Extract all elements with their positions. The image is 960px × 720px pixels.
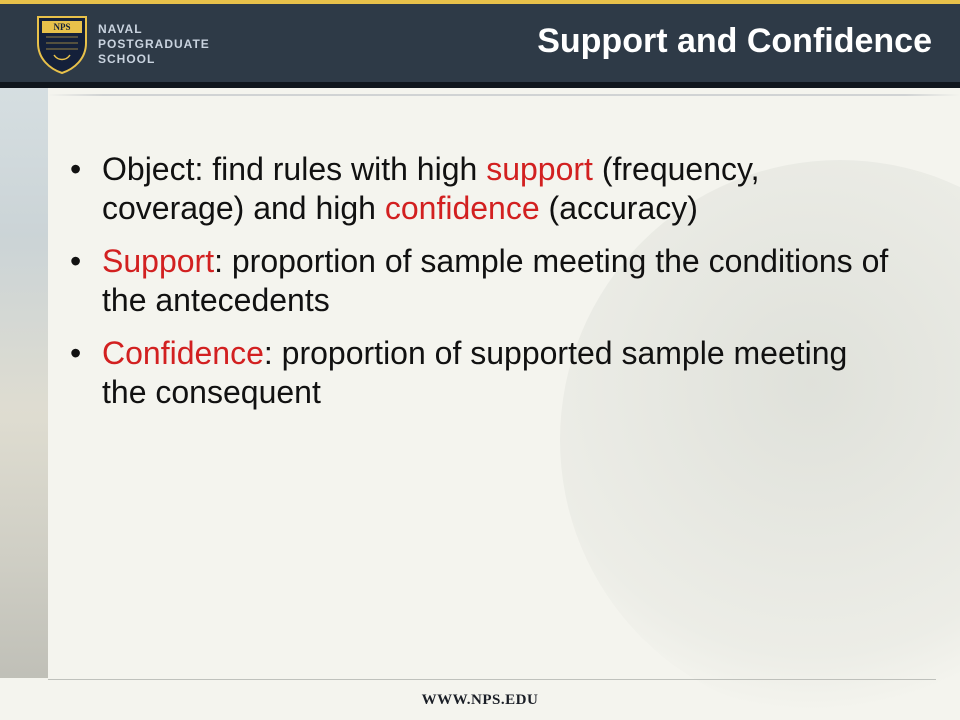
bullet-3: Confidence: proportion of supported samp…: [70, 334, 900, 412]
slide: NPS NAVAL POSTGRADUATE SCHOOL Support an…: [0, 0, 960, 720]
bullet-2: Support: proportion of sample meeting th…: [70, 242, 900, 320]
bullet-list: Object: find rules with high support (fr…: [70, 150, 900, 412]
header: NPS NAVAL POSTGRADUATE SCHOOL Support an…: [0, 0, 960, 88]
footer: WWW.NPS.EDU: [0, 680, 960, 720]
b1-p1: Object: find rules with high: [102, 151, 486, 187]
bg-left-strip: [0, 88, 48, 678]
org-line2: POSTGRADUATE: [98, 37, 210, 52]
b2-h1: Support: [102, 243, 214, 279]
b2-p1: : proportion of sample meeting the condi…: [102, 243, 888, 318]
footer-url: WWW.NPS.EDU: [422, 692, 539, 709]
org-line3: SCHOOL: [98, 52, 210, 67]
shield-initials: NPS: [53, 22, 70, 32]
b1-p3: (accuracy): [540, 190, 698, 226]
logo: NPS NAVAL POSTGRADUATE SCHOOL: [36, 0, 236, 88]
b1-h2: confidence: [385, 190, 540, 226]
org-name: NAVAL POSTGRADUATE SCHOOL: [98, 22, 210, 67]
org-line1: NAVAL: [98, 22, 210, 37]
b1-h1: support: [486, 151, 593, 187]
page-title: Support and Confidence: [537, 22, 932, 61]
content: Object: find rules with high support (fr…: [70, 150, 900, 426]
shield-icon: NPS: [36, 13, 88, 75]
header-divider: [48, 94, 960, 96]
b3-h1: Confidence: [102, 335, 264, 371]
bullet-1: Object: find rules with high support (fr…: [70, 150, 900, 228]
